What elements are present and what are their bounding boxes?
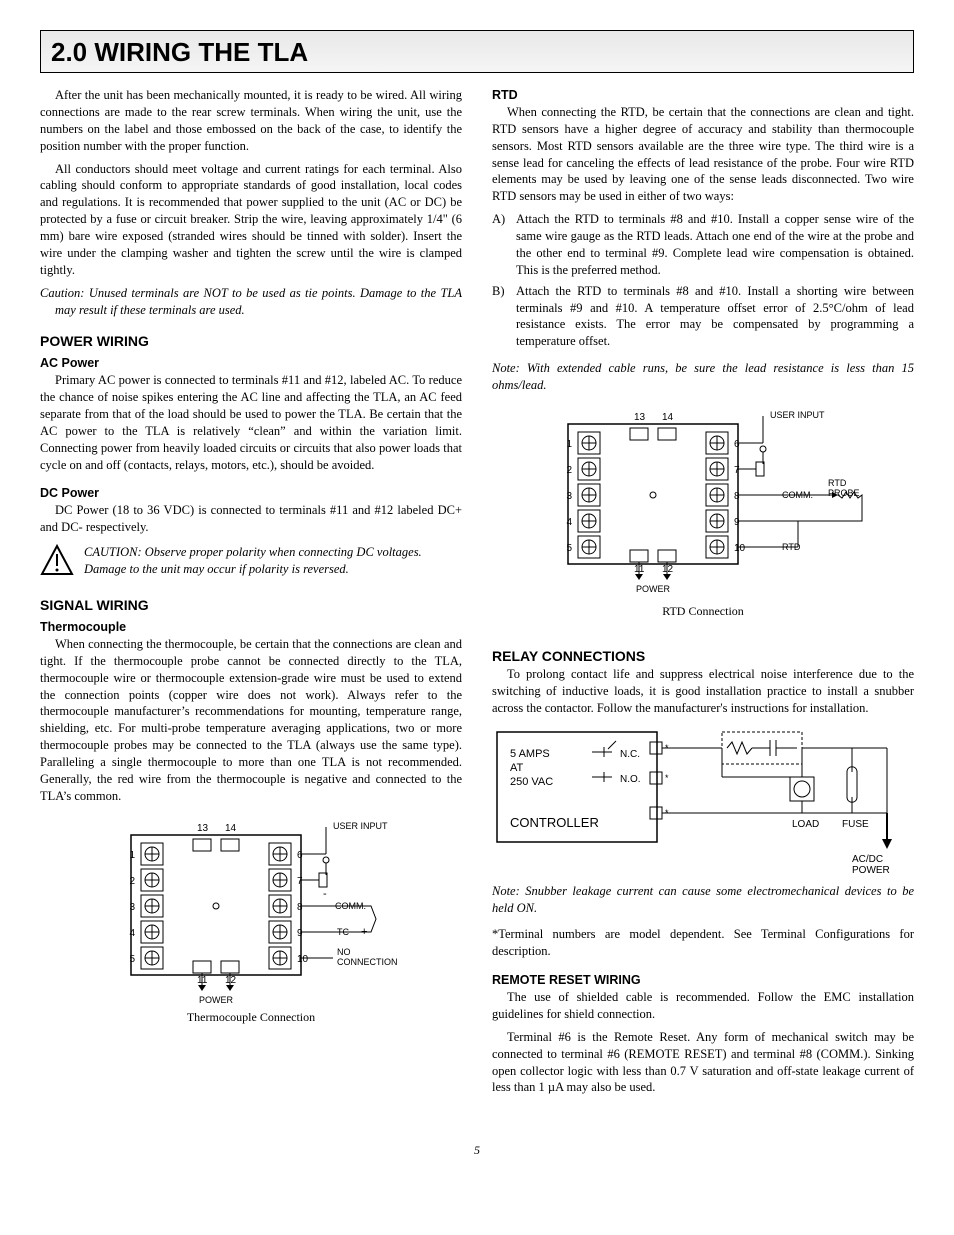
svg-text:AT: AT bbox=[510, 762, 524, 774]
svg-text:8: 8 bbox=[297, 902, 303, 913]
relay-heading: RELAY CONNECTIONS bbox=[492, 647, 914, 666]
dc-power-heading: DC Power bbox=[40, 485, 462, 502]
rtd-caption: RTD Connection bbox=[492, 603, 914, 619]
svg-text:-: - bbox=[323, 888, 327, 900]
svg-text:14: 14 bbox=[225, 823, 237, 834]
intro-p1: After the unit has been mechanically mou… bbox=[40, 87, 462, 155]
left-column: After the unit has been mechanically mou… bbox=[40, 87, 462, 1102]
rtd-a-label: A) bbox=[492, 211, 510, 279]
svg-text:RTD: RTD bbox=[782, 542, 801, 552]
page-title: 2.0 WIRING THE TLA bbox=[40, 30, 914, 73]
svg-text:14: 14 bbox=[662, 412, 674, 423]
dc-power-body: DC Power (18 to 36 VDC) is connected to … bbox=[40, 502, 462, 536]
relay-star-note: *Terminal numbers are model dependent. S… bbox=[492, 926, 914, 960]
power-wiring-heading: POWER WIRING bbox=[40, 332, 462, 351]
svg-text:N.O.: N.O. bbox=[620, 774, 641, 785]
svg-text:3: 3 bbox=[129, 902, 135, 913]
svg-text:12: 12 bbox=[225, 975, 237, 986]
svg-text:9: 9 bbox=[297, 928, 303, 939]
svg-text:7: 7 bbox=[297, 876, 303, 887]
rtd-a-body: Attach the RTD to terminals #8 and #10. … bbox=[516, 211, 914, 279]
ac-power-heading: AC Power bbox=[40, 355, 462, 372]
right-column: RTD When connecting the RTD, be certain … bbox=[492, 87, 914, 1102]
remote-reset-p1: The use of shielded cable is recommended… bbox=[492, 989, 914, 1023]
svg-text:USER INPUT: USER INPUT bbox=[770, 410, 825, 420]
svg-text:9: 9 bbox=[734, 517, 740, 528]
warning-icon bbox=[40, 544, 74, 578]
relay-body: To prolong contact life and suppress ele… bbox=[492, 666, 914, 717]
page-number: 5 bbox=[40, 1142, 914, 1158]
ac-power-body: Primary AC power is connected to termina… bbox=[40, 372, 462, 473]
svg-text:250 VAC: 250 VAC bbox=[510, 776, 553, 788]
svg-text:2: 2 bbox=[566, 465, 572, 476]
svg-text:6: 6 bbox=[297, 850, 303, 861]
svg-text:13: 13 bbox=[634, 412, 646, 423]
svg-text:*: * bbox=[665, 773, 669, 783]
svg-text:8: 8 bbox=[734, 491, 740, 502]
svg-text:5: 5 bbox=[129, 954, 135, 965]
relay-note: Note: Snubber leakage current can cause … bbox=[492, 883, 914, 917]
svg-text:CONNECTION: CONNECTION bbox=[337, 957, 398, 967]
svg-text:LOAD: LOAD bbox=[792, 819, 819, 830]
svg-text:10: 10 bbox=[734, 543, 746, 554]
dc-caution-row: CAUTION: Observe proper polarity when co… bbox=[40, 544, 462, 578]
svg-text:NO: NO bbox=[337, 947, 351, 957]
svg-text:10: 10 bbox=[297, 954, 309, 965]
rtd-figure: 1 2 3 4 5 6 7 8 9 10 11 12 13 14 POWER U… bbox=[538, 404, 868, 599]
svg-text:3: 3 bbox=[566, 491, 572, 502]
svg-text:4: 4 bbox=[129, 928, 135, 939]
svg-text:2: 2 bbox=[129, 876, 135, 887]
rtd-option-b: B) Attach the RTD to terminals #8 and #1… bbox=[492, 283, 914, 351]
svg-text:FUSE: FUSE bbox=[842, 819, 869, 830]
rtd-b-body: Attach the RTD to terminals #8 and #10. … bbox=[516, 283, 914, 351]
svg-text:1: 1 bbox=[566, 439, 572, 450]
remote-reset-heading: REMOTE RESET WIRING bbox=[492, 972, 914, 989]
svg-text:1: 1 bbox=[129, 850, 135, 861]
svg-text:POWER: POWER bbox=[199, 995, 234, 1005]
thermocouple-caption: Thermocouple Connection bbox=[40, 1009, 462, 1025]
svg-text:4: 4 bbox=[566, 517, 572, 528]
relay-figure: 5 AMPS AT 250 VAC CONTROLLER N.C. N.O. *… bbox=[492, 727, 892, 877]
svg-text:6: 6 bbox=[734, 439, 740, 450]
svg-text:5 AMPS: 5 AMPS bbox=[510, 748, 550, 760]
thermocouple-figure: 1 2 3 4 5 6 7 8 9 10 11 12 13 14 POWER U… bbox=[101, 815, 401, 1005]
svg-text:AC/DC: AC/DC bbox=[852, 854, 883, 865]
svg-text:RTD: RTD bbox=[828, 478, 847, 488]
intro-p2: All conductors should meet voltage and c… bbox=[40, 161, 462, 279]
thermocouple-body: When connecting the thermocouple, be cer… bbox=[40, 636, 462, 805]
svg-text:USER INPUT: USER INPUT bbox=[333, 821, 388, 831]
svg-text:POWER: POWER bbox=[636, 584, 671, 594]
rtd-body-1: When connecting the RTD, be certain that… bbox=[492, 104, 914, 205]
svg-text:5: 5 bbox=[566, 543, 572, 554]
rtd-b-label: B) bbox=[492, 283, 510, 351]
thermocouple-heading: Thermocouple bbox=[40, 619, 462, 636]
remote-reset-p2: Terminal #6 is the Remote Reset. Any for… bbox=[492, 1029, 914, 1097]
svg-text:CONTROLLER: CONTROLLER bbox=[510, 815, 599, 830]
intro-caution: Caution: Unused terminals are NOT to be … bbox=[40, 285, 462, 319]
svg-text:12: 12 bbox=[662, 564, 674, 575]
svg-text:POWER: POWER bbox=[852, 865, 890, 876]
svg-text:13: 13 bbox=[197, 823, 209, 834]
rtd-heading: RTD bbox=[492, 87, 914, 104]
rtd-note: Note: With extended cable runs, be sure … bbox=[492, 360, 914, 394]
svg-text:N.C.: N.C. bbox=[620, 749, 640, 760]
rtd-option-a: A) Attach the RTD to terminals #8 and #1… bbox=[492, 211, 914, 279]
dc-caution-text: CAUTION: Observe proper polarity when co… bbox=[84, 544, 462, 578]
svg-text:7: 7 bbox=[734, 465, 740, 476]
signal-wiring-heading: SIGNAL WIRING bbox=[40, 596, 462, 615]
